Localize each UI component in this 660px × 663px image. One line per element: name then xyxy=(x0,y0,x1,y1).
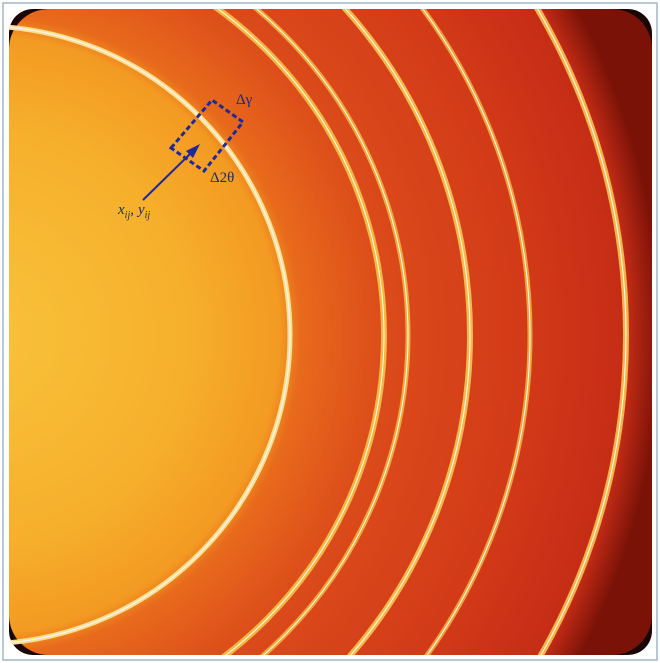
position-label: xij, yij xyxy=(117,202,150,221)
ring-fit xyxy=(9,9,627,655)
ring-fit xyxy=(9,9,409,655)
ring-fit xyxy=(9,25,291,645)
intensity-background xyxy=(9,9,652,655)
delta-two-theta-label: Δ2θ xyxy=(210,170,234,186)
x-index: ij xyxy=(125,210,131,221)
x-symbol: x xyxy=(117,202,125,218)
y-index: ij xyxy=(145,210,151,221)
arrow-head xyxy=(186,144,200,158)
delta-gamma-label: Δγ xyxy=(236,92,253,108)
ring-fit xyxy=(9,9,531,655)
ring-fit xyxy=(9,9,385,655)
ring-fit xyxy=(9,9,471,655)
separator: , xyxy=(130,202,134,218)
integration-box xyxy=(168,97,246,174)
arrow-shaft xyxy=(142,151,193,201)
rings xyxy=(9,9,629,655)
y-symbol: y xyxy=(136,202,145,218)
